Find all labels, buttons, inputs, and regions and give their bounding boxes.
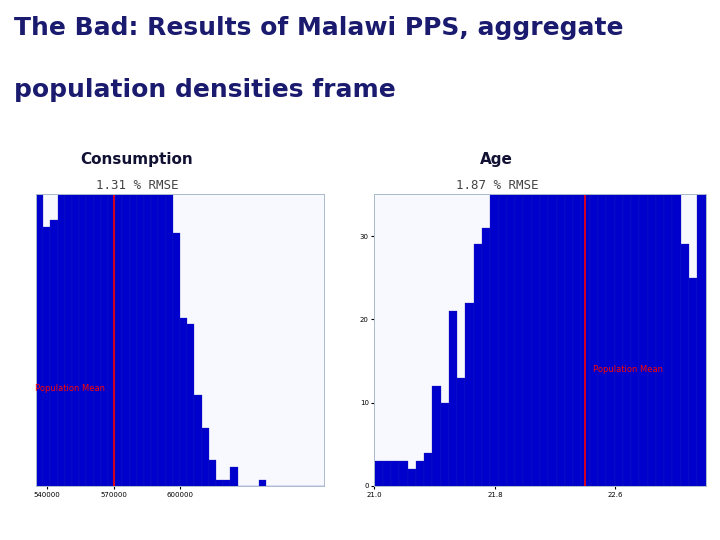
Bar	[223, 480, 230, 486]
Bar	[101, 0, 108, 486]
Bar	[498, 161, 507, 486]
Bar	[58, 136, 65, 486]
Bar	[50, 220, 58, 486]
Bar	[623, 0, 631, 486]
Bar	[209, 460, 216, 486]
Bar	[615, 0, 623, 486]
Bar	[507, 53, 516, 486]
Bar	[259, 480, 266, 486]
Bar	[523, 0, 531, 486]
Bar	[433, 386, 441, 486]
Text: 1.31 % RMSE: 1.31 % RMSE	[96, 179, 178, 192]
Bar	[122, 0, 130, 486]
Bar	[565, 0, 573, 486]
Bar	[573, 0, 582, 486]
Bar	[94, 0, 101, 486]
Text: 1.87 % RMSE: 1.87 % RMSE	[456, 179, 538, 192]
Bar	[415, 461, 424, 486]
Bar	[158, 26, 166, 486]
Bar	[424, 453, 433, 486]
Bar	[590, 0, 598, 486]
Text: population densities frame: population densities frame	[14, 78, 396, 102]
Bar	[374, 461, 383, 486]
Bar	[639, 0, 647, 486]
Bar	[557, 0, 565, 486]
Bar	[43, 227, 50, 486]
Bar	[647, 0, 656, 486]
Bar	[474, 245, 482, 486]
Bar	[36, 162, 43, 486]
Bar	[115, 0, 122, 486]
Bar	[408, 469, 416, 486]
Text: Consumption: Consumption	[81, 152, 193, 167]
Bar	[144, 0, 151, 486]
Bar	[86, 0, 94, 486]
Bar	[65, 0, 72, 486]
Bar	[631, 0, 639, 486]
Bar	[656, 0, 665, 486]
Bar	[130, 0, 137, 486]
Text: Age: Age	[480, 152, 513, 167]
Text: Population Mean: Population Mean	[35, 384, 104, 393]
Bar	[606, 0, 614, 486]
Bar	[173, 233, 180, 486]
Bar	[216, 480, 223, 486]
Bar	[180, 318, 187, 486]
Bar	[230, 467, 238, 486]
Bar	[681, 245, 689, 486]
Bar	[399, 461, 408, 486]
Bar	[382, 461, 391, 486]
Bar	[515, 0, 523, 486]
Bar	[137, 0, 144, 486]
Text: Population Mean: Population Mean	[593, 365, 662, 374]
Bar	[672, 61, 681, 486]
Text: The Bad: Results of Malawi PPS, aggregate: The Bad: Results of Malawi PPS, aggregat…	[14, 16, 624, 40]
Bar	[466, 303, 474, 486]
Bar	[549, 0, 557, 486]
Bar	[598, 0, 606, 486]
Bar	[482, 228, 490, 486]
Bar	[108, 0, 115, 486]
Bar	[531, 0, 540, 486]
Bar	[151, 26, 158, 486]
Bar	[689, 278, 697, 486]
Bar	[457, 377, 466, 486]
Bar	[72, 0, 79, 486]
Bar	[166, 123, 173, 486]
Bar	[79, 0, 86, 486]
Bar	[540, 0, 549, 486]
Bar	[449, 311, 457, 486]
Bar	[582, 0, 590, 486]
Bar	[441, 403, 449, 486]
Bar	[490, 144, 499, 486]
Bar	[391, 461, 399, 486]
Bar	[187, 324, 194, 486]
Bar	[698, 0, 706, 486]
Bar	[202, 428, 209, 486]
Bar	[194, 395, 202, 486]
Bar	[665, 44, 672, 486]
